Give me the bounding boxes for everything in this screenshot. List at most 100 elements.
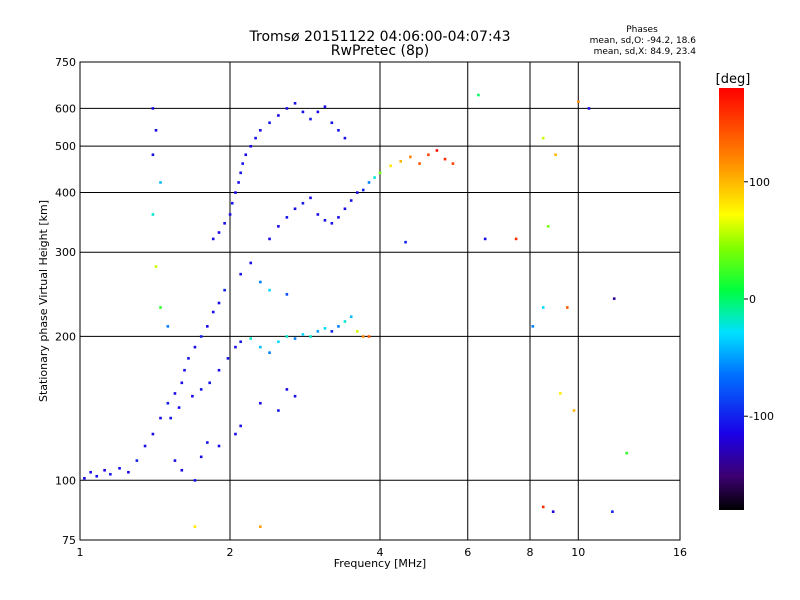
echo-point bbox=[330, 330, 334, 333]
echo-point bbox=[118, 466, 121, 470]
y-tick-label: 200 bbox=[55, 330, 76, 343]
echo-point bbox=[285, 293, 289, 296]
echo-point bbox=[378, 171, 382, 175]
echo-point bbox=[373, 176, 376, 179]
y-tick-label: 400 bbox=[55, 186, 76, 199]
echo-point bbox=[612, 297, 616, 300]
echo-point bbox=[89, 470, 92, 474]
echo-point bbox=[234, 191, 237, 194]
echo-point bbox=[483, 237, 487, 241]
echo-point bbox=[234, 345, 237, 349]
echo-point bbox=[293, 207, 297, 211]
echo-point bbox=[143, 444, 147, 448]
echo-point bbox=[337, 128, 340, 132]
echo-point bbox=[239, 171, 242, 175]
echo-point bbox=[259, 128, 262, 132]
echo-point bbox=[208, 381, 211, 385]
echo-point bbox=[355, 191, 359, 194]
echo-point bbox=[191, 394, 194, 398]
echo-point bbox=[541, 136, 545, 140]
echo-point bbox=[217, 301, 221, 305]
echo-point bbox=[355, 330, 359, 333]
echo-point bbox=[361, 335, 365, 338]
echo-point bbox=[343, 136, 347, 140]
echo-point bbox=[268, 121, 271, 125]
echo-point bbox=[418, 162, 421, 165]
echo-point bbox=[572, 409, 576, 412]
echo-point bbox=[244, 153, 248, 157]
echo-point bbox=[367, 335, 371, 338]
echo-point bbox=[151, 213, 155, 216]
stats-heading: Phases bbox=[626, 25, 658, 35]
echo-point bbox=[180, 381, 184, 385]
echo-point bbox=[173, 392, 177, 395]
echo-point bbox=[151, 107, 155, 110]
echo-point bbox=[316, 330, 320, 333]
y-tick-label: 300 bbox=[55, 246, 76, 259]
echo-point bbox=[587, 107, 591, 110]
echo-point bbox=[330, 222, 334, 225]
echo-point bbox=[239, 272, 242, 276]
echo-point bbox=[409, 155, 412, 159]
colorbar bbox=[719, 88, 744, 510]
echo-point bbox=[477, 93, 480, 97]
echo-point bbox=[443, 157, 447, 161]
x-tick-label: 16 bbox=[673, 546, 687, 559]
echo-point bbox=[228, 213, 232, 216]
echo-point bbox=[205, 325, 209, 328]
echo-point bbox=[337, 216, 340, 219]
echo-point bbox=[309, 117, 312, 121]
chart-subtitle: RwPretec (8p) bbox=[331, 43, 429, 59]
grid-lines bbox=[80, 62, 680, 540]
x-tick-label: 8 bbox=[527, 546, 534, 559]
echo-point bbox=[323, 105, 327, 109]
colorbar-label: [deg] bbox=[716, 72, 751, 87]
echo-point bbox=[268, 237, 271, 241]
echo-point bbox=[389, 164, 392, 168]
echo-point bbox=[293, 101, 297, 105]
echo-point bbox=[277, 409, 280, 412]
echo-point bbox=[349, 315, 353, 319]
echo-point bbox=[337, 325, 340, 328]
echo-point bbox=[293, 394, 297, 398]
echo-point bbox=[301, 333, 305, 336]
stats-line-o: mean, sd,O: -94.2, 18.6 bbox=[590, 36, 697, 46]
echo-point bbox=[577, 100, 580, 103]
echo-point bbox=[259, 345, 262, 349]
echo-point bbox=[217, 444, 221, 448]
echo-point bbox=[551, 510, 555, 513]
echo-point bbox=[285, 107, 289, 110]
colorbar-tick-label: -100 bbox=[749, 410, 774, 423]
echo-point bbox=[103, 468, 106, 472]
echo-point bbox=[249, 261, 253, 265]
echo-point bbox=[217, 231, 221, 234]
x-axis-ticks: 1 2 4 6 8 10 16 bbox=[77, 546, 688, 559]
echo-point bbox=[611, 510, 614, 513]
echo-point bbox=[625, 451, 628, 455]
echo-point bbox=[193, 345, 197, 349]
y-tick-label: 100 bbox=[55, 474, 76, 487]
echo-point bbox=[205, 441, 209, 444]
x-axis-label: Frequency [MHz] bbox=[334, 557, 426, 570]
echo-point bbox=[249, 144, 253, 148]
y-axis-ticks: 75 100 200 300 400 500 600 750 bbox=[55, 56, 76, 547]
y-tick-label: 600 bbox=[55, 102, 76, 115]
echo-point bbox=[249, 337, 253, 340]
echo-point bbox=[301, 110, 305, 114]
echo-point bbox=[234, 432, 237, 436]
echo-point bbox=[159, 306, 162, 309]
y-axis-label: Stationary phase Virtual Height [km] bbox=[37, 200, 50, 402]
echo-point bbox=[193, 525, 197, 529]
echo-point bbox=[239, 424, 242, 428]
echo-point bbox=[316, 213, 320, 216]
y-tick-label: 750 bbox=[55, 56, 76, 69]
echo-point bbox=[211, 310, 215, 314]
x-tick-label: 10 bbox=[571, 546, 585, 559]
echo-point bbox=[151, 153, 155, 157]
echo-point bbox=[399, 160, 403, 163]
echo-point bbox=[159, 181, 162, 184]
chart-title: Tromsø 20151122 04:06:00-04:07:43 bbox=[249, 29, 511, 45]
echo-point bbox=[254, 136, 257, 140]
echo-point bbox=[309, 335, 312, 338]
echo-point bbox=[166, 401, 170, 405]
